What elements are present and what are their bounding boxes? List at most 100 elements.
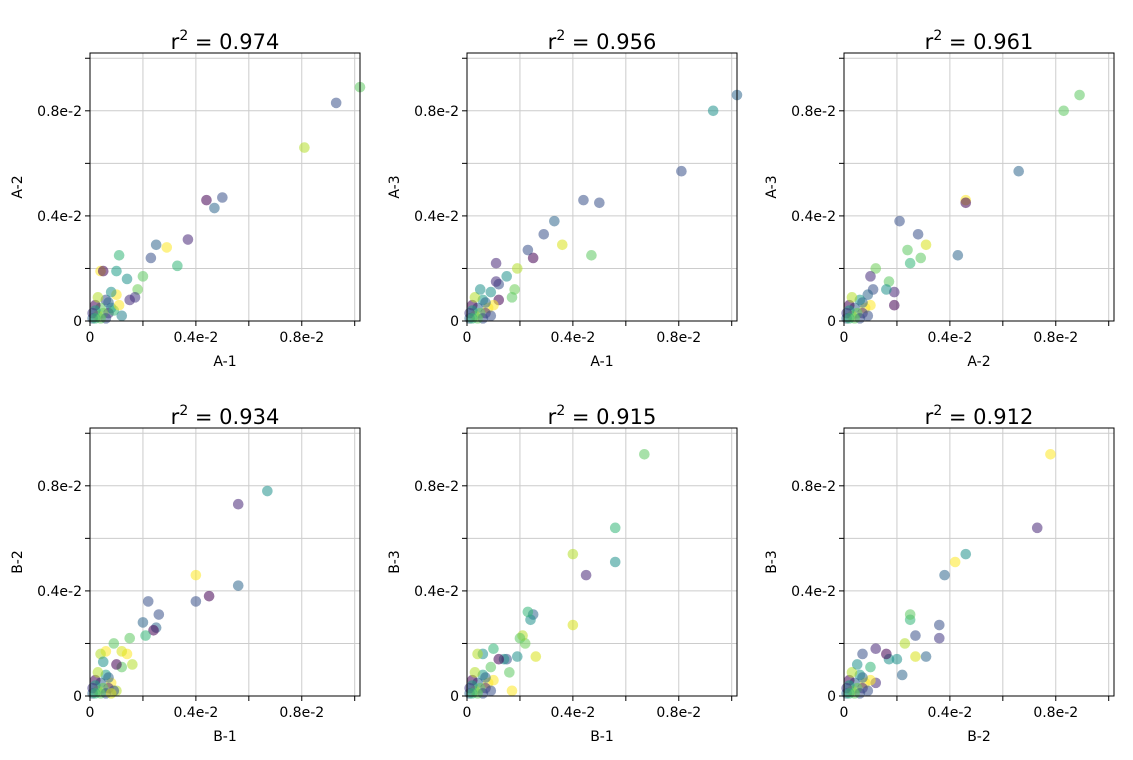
data-point (843, 688, 855, 699)
data-point (960, 197, 972, 209)
data-point (299, 142, 310, 153)
data-point (142, 596, 154, 607)
title-base: r (548, 405, 557, 429)
title-base: r (925, 405, 934, 429)
data-point (480, 672, 491, 683)
data-point (862, 289, 874, 301)
data-point (846, 667, 858, 678)
y-tick-label: 0 (73, 689, 82, 705)
data-point (485, 286, 497, 298)
data-point (530, 651, 542, 662)
data-point (504, 667, 515, 678)
data-point (609, 556, 621, 568)
data-point (556, 239, 568, 251)
data-point (153, 609, 165, 620)
data-point (881, 648, 892, 660)
title-value: = 0.974 (188, 30, 279, 54)
data-point (190, 569, 202, 581)
chart-title: r2 = 0.934 (171, 403, 280, 429)
data-point (857, 648, 868, 660)
data-point (490, 257, 502, 269)
scatter-panel-3: 0 0.4e-2 0.8e-2 0 0.4e-2 0.8e-2 A-2 A-3 r2 = 0.9… (764, 28, 1115, 370)
title-superscript: 2 (933, 28, 942, 44)
axes-frame (89, 52, 361, 322)
data-point (707, 105, 719, 117)
data-point (511, 263, 523, 274)
data-point (485, 661, 497, 673)
scatter-panel-2: 0 0.4e-2 0.8e-2 0 0.4e-2 0.8e-2 A-1 A-3 r2 = 0.9… (387, 28, 743, 370)
data-point (89, 688, 101, 699)
title-base: r (925, 30, 934, 54)
chart-title: r2 = 0.915 (548, 403, 657, 429)
scatter-panel-6: 0 0.4e-2 0.8e-2 0 0.4e-2 0.8e-2 B-2 B-3 r2 = 0.9… (764, 403, 1115, 745)
data-point (113, 250, 125, 261)
data-point (469, 292, 481, 303)
data-point (514, 632, 526, 644)
data-point (150, 239, 162, 251)
data-point (899, 638, 911, 649)
axes-frame (89, 427, 361, 697)
data-point (469, 667, 481, 678)
data-point (862, 685, 874, 697)
axes-frame (466, 52, 738, 322)
data-point (148, 625, 159, 636)
data-point (92, 292, 104, 303)
data-point (472, 648, 483, 660)
x-tick-label: 0 (86, 705, 95, 721)
x-tick-label: 0.8e-2 (656, 330, 701, 346)
x-axis-label: B-1 (213, 729, 237, 745)
y-tick-label: 0 (450, 314, 459, 330)
title-base: r (171, 405, 180, 429)
data-point (609, 522, 621, 534)
y-tick-label: 0.4e-2 (414, 584, 459, 600)
data-point (1031, 522, 1043, 534)
x-axis-label: A-1 (590, 354, 613, 370)
data-point (891, 653, 903, 665)
data-point (493, 653, 505, 665)
data-point (538, 228, 550, 240)
data-point (894, 215, 905, 227)
data-point (97, 656, 109, 668)
y-tick-label: 0.8e-2 (791, 104, 836, 120)
data-point (105, 688, 117, 699)
data-point (140, 630, 151, 641)
data-point (870, 643, 882, 655)
title-superscript: 2 (179, 28, 188, 44)
data-point (89, 313, 101, 324)
data-point (116, 310, 128, 322)
data-point (870, 263, 882, 274)
title-superscript: 2 (556, 28, 565, 44)
y-axis-label: A-3 (764, 175, 780, 198)
data-point (865, 661, 876, 673)
data-point (578, 194, 589, 206)
data-point (485, 685, 497, 697)
title-base: r (171, 30, 180, 54)
x-tick-label: 0.4e-2 (927, 705, 972, 721)
data-point (902, 244, 913, 256)
title-value: = 0.934 (188, 405, 279, 429)
y-tick-label: 0.4e-2 (791, 209, 836, 225)
data-point (862, 310, 874, 322)
data-point (910, 651, 921, 662)
data-point (933, 619, 945, 631)
data-point (949, 556, 961, 568)
data-point (217, 192, 228, 203)
data-point (232, 580, 244, 591)
data-point (933, 632, 945, 644)
y-tick-label: 0.8e-2 (37, 104, 82, 120)
y-tick-label: 0.4e-2 (791, 584, 836, 600)
data-point (910, 630, 921, 641)
data-point (108, 638, 120, 649)
scatter-panel-4: 0 0.4e-2 0.8e-2 0 0.4e-2 0.8e-2 B-1 B-2 r2 = 0.9… (10, 403, 361, 745)
x-tick-label: 0.4e-2 (550, 705, 595, 721)
x-tick-label: 0.8e-2 (1033, 330, 1078, 346)
data-point (857, 297, 868, 308)
data-point (111, 265, 122, 277)
data-point (161, 242, 173, 253)
data-point (522, 606, 534, 618)
data-point (1074, 89, 1085, 101)
x-tick-label: 0.4e-2 (173, 705, 218, 721)
data-point (904, 257, 916, 269)
axes-frame (466, 427, 738, 697)
